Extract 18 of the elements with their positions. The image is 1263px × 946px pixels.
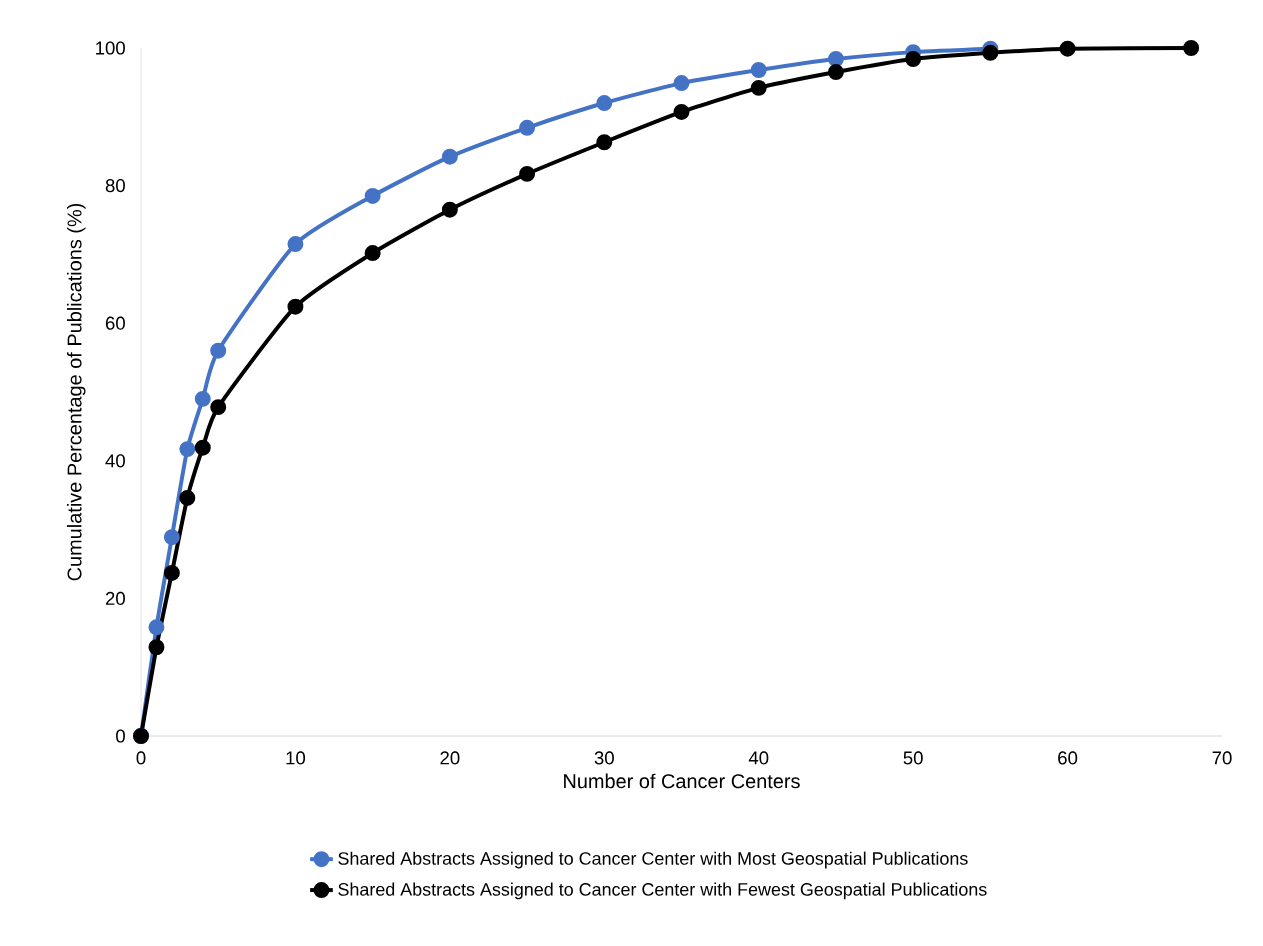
x-axis-title: Number of Cancer Centers [564,773,800,789]
y-tick-label: 20 [105,591,125,605]
x-tick-label: 20 [440,751,460,765]
y-tick-label: 100 [96,41,125,55]
y-axis-title: Cumulative Percentage of Publications (%) [66,203,86,581]
x-tick-label: 10 [286,751,306,765]
y-tick-label: 0 [116,729,125,743]
x-tick-label: 40 [748,751,769,765]
x-tick-label: 50 [903,751,923,765]
y-tick-label: 60 [105,316,125,330]
x-tick-label: 60 [1058,751,1078,765]
legend-label: Shared Abstracts Assigned to Cancer Center with Fewest Geospatial Publications [338,882,987,900]
y-tick-label: 80 [105,179,125,193]
x-tick-label: 70 [1212,751,1232,765]
x-tick-label: 0 [136,751,146,765]
x-tick-label: 30 [594,751,614,765]
legend-label: Shared Abstracts Assigned to Cancer Center with Most Geospatial Publications [338,851,968,869]
y-tick-label: 40 [105,454,125,468]
